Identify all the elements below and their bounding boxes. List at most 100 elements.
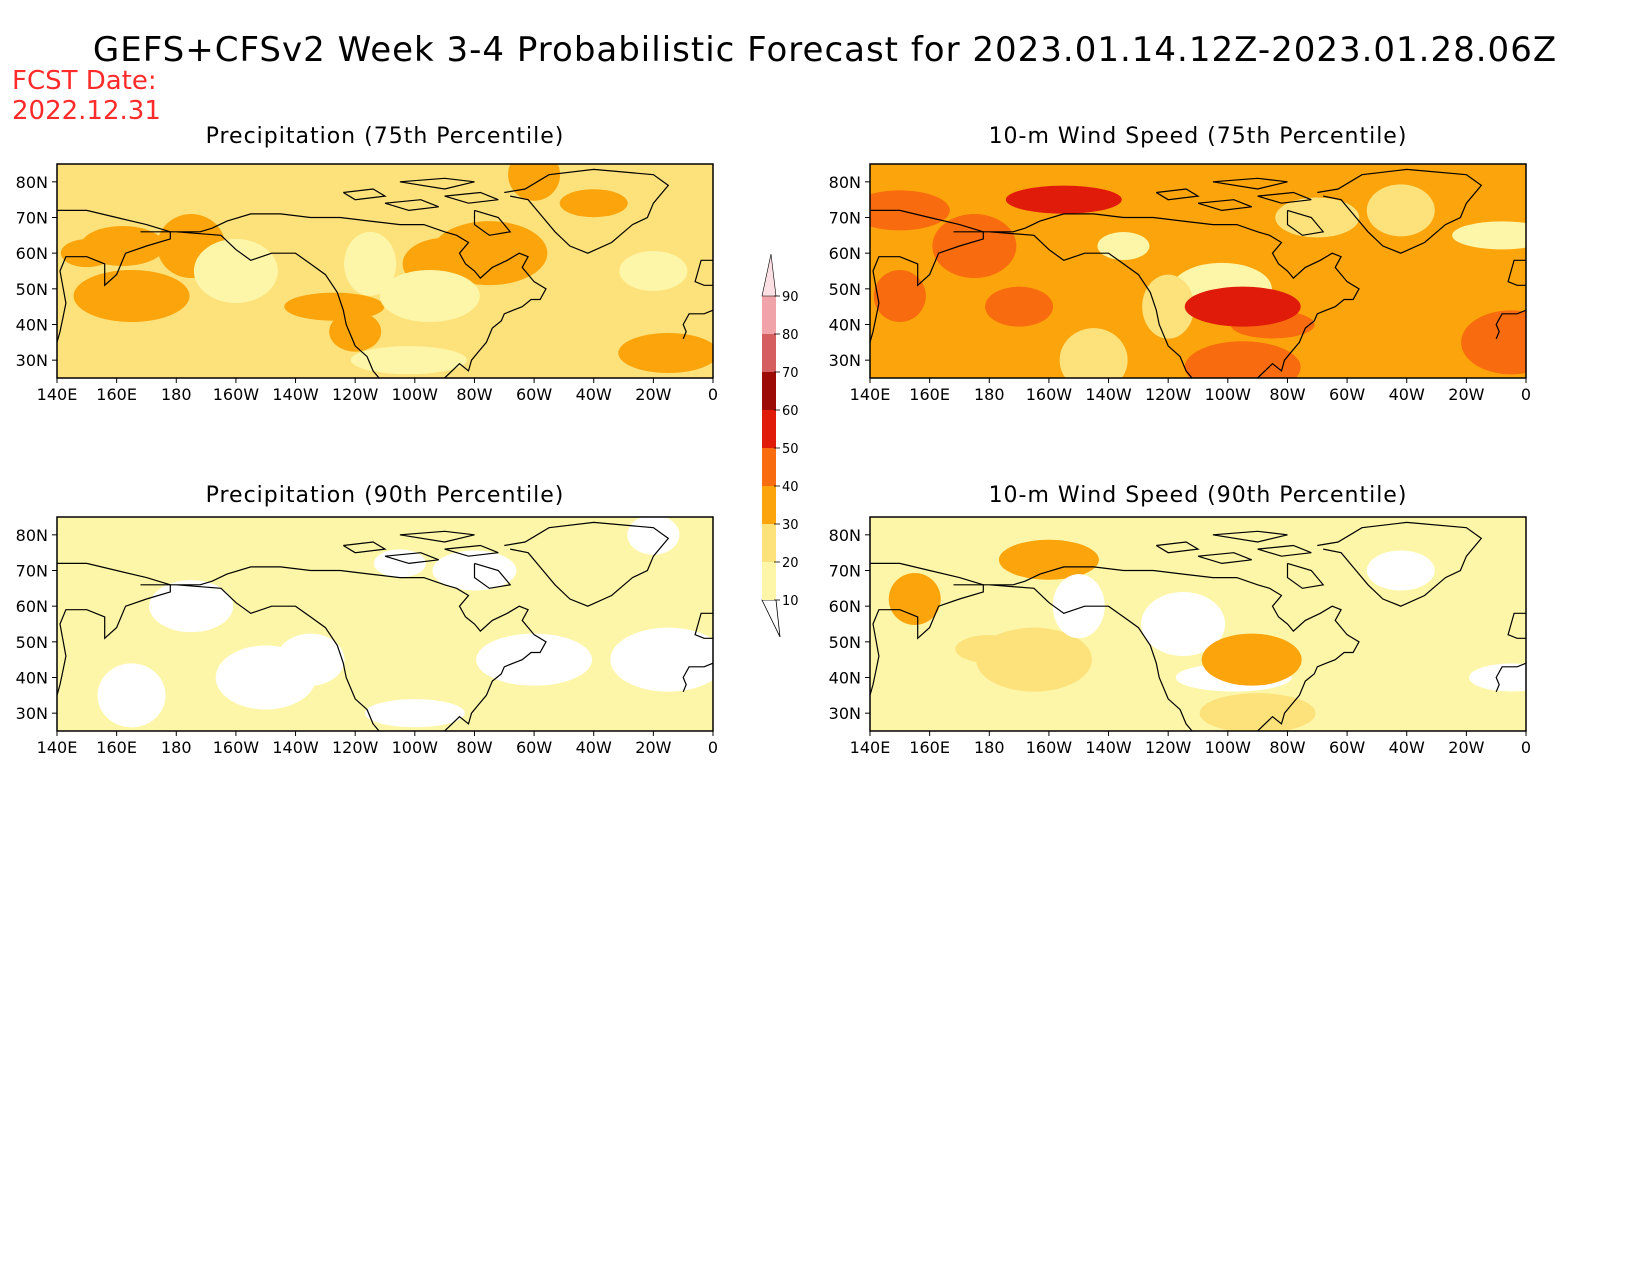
coastline — [953, 213, 1360, 378]
lon-tick-label: 20W — [1448, 385, 1484, 404]
lon-tick-label: 60W — [516, 385, 552, 404]
map-frame — [869, 163, 1527, 379]
probability-patch — [1097, 232, 1150, 261]
probability-patch — [344, 231, 397, 296]
lon-tick-label: 60W — [1329, 385, 1365, 404]
coastlines — [57, 521, 713, 731]
colorbar: 10 20 30 40 50 60 70 80 90 — [761, 253, 799, 638]
probability-patch — [618, 333, 713, 374]
coastline — [953, 566, 1360, 731]
coastline — [1286, 209, 1325, 236]
lat-tick-label: 50N — [829, 633, 861, 652]
coastline — [1495, 309, 1526, 340]
coastline — [870, 209, 984, 343]
panel-title-wind75: 10-m Wind Speed (75th Percentile) — [988, 124, 1408, 149]
lat-tick-label: 80N — [829, 526, 861, 545]
coastline — [1257, 191, 1312, 204]
lon-tick-label: 160W — [1026, 385, 1073, 404]
coastline — [694, 259, 713, 286]
lon-tick-label: 180 — [161, 738, 192, 757]
coastline — [1317, 521, 1483, 607]
colorbar-segment — [762, 372, 776, 410]
lon-tick-label: 60W — [1329, 738, 1365, 757]
coastline — [504, 168, 670, 254]
coastline — [473, 562, 512, 589]
lat-tick-label: 50N — [16, 280, 48, 299]
colorbar-label: 30 — [782, 518, 799, 533]
lon-tick-label: 100W — [1205, 385, 1252, 404]
coastline — [342, 188, 387, 201]
lat-tick-label: 80N — [16, 526, 48, 545]
lon-tick-label: 0 — [708, 738, 718, 757]
coastline — [384, 552, 439, 565]
coastlines — [57, 168, 713, 378]
probability-patch — [955, 634, 1024, 663]
lon-tick-label: 80W — [1269, 738, 1305, 757]
coastline — [57, 209, 171, 343]
fcst-date-label: FCST Date: — [12, 66, 157, 96]
lon-tick-label: 140E — [37, 385, 78, 404]
lon-tick-label: 0 — [1521, 738, 1531, 757]
probability-patch — [1199, 693, 1316, 731]
map-frame — [56, 516, 714, 732]
probability-patch — [193, 239, 278, 303]
colorbar-label: 80 — [782, 328, 799, 343]
lat-tick-label: 70N — [829, 209, 861, 228]
lon-tick-label: 20W — [1448, 738, 1484, 757]
lon-tick-label: 160W — [1026, 738, 1073, 757]
lat-tick-label: 60N — [829, 244, 861, 263]
colorbar-label: 10 — [782, 594, 799, 609]
colorbar-segment — [762, 296, 776, 334]
coastline — [140, 566, 547, 731]
lon-tick-label: 140E — [37, 738, 78, 757]
probability-patch — [870, 190, 950, 231]
probability-patch — [379, 269, 480, 322]
coastline — [1155, 188, 1200, 201]
probability-patch — [364, 699, 465, 728]
panel-title-precip90: Precipitation (90th Percentile) — [205, 483, 565, 508]
lon-tick-label: 160W — [213, 385, 260, 404]
probability-patch — [1469, 663, 1526, 692]
lon-tick-label: 60W — [516, 738, 552, 757]
probability-patch — [149, 580, 234, 633]
lat-tick-label: 40N — [16, 669, 48, 688]
probability-patch — [1184, 341, 1301, 378]
fcst-date-value: 2022.12.31 — [12, 96, 161, 126]
lon-tick-label: 140E — [850, 738, 891, 757]
lon-tick-label: 40W — [1389, 385, 1425, 404]
map-panel-wind90: 80N 70N 60N 50N 40N 30N 140E 160E 180 160W 140W 120… — [829, 516, 1531, 757]
lon-tick-label: 100W — [1205, 738, 1252, 757]
shading-layer — [97, 517, 713, 728]
lon-tick-label: 80W — [456, 738, 492, 757]
coastline — [444, 544, 499, 557]
lon-tick-label: 140W — [272, 738, 319, 757]
lon-tick-label: 160W — [213, 738, 260, 757]
shading-layer — [888, 539, 1526, 731]
coastline — [1257, 544, 1312, 557]
map-frame — [869, 516, 1527, 732]
panel-title-wind90: 10-m Wind Speed (90th Percentile) — [988, 483, 1408, 508]
probability-patch — [1366, 184, 1435, 237]
probability-patch — [215, 645, 316, 710]
lon-tick-label: 100W — [392, 738, 439, 757]
panel-title-precip75: Precipitation (75th Percentile) — [205, 124, 565, 149]
coastline — [1155, 541, 1200, 554]
probability-patch — [1142, 274, 1195, 339]
lat-tick-label: 40N — [16, 316, 48, 335]
lon-tick-label: 160E — [909, 385, 950, 404]
lon-tick-label: 120W — [332, 385, 379, 404]
lat-tick-label: 80N — [829, 173, 861, 192]
probability-patch — [373, 549, 426, 578]
probability-patch — [1275, 197, 1360, 238]
coastline — [399, 530, 475, 543]
lat-tick-label: 30N — [829, 704, 861, 723]
lat-tick-label: 50N — [16, 633, 48, 652]
coastline — [399, 177, 475, 190]
lon-tick-label: 120W — [332, 738, 379, 757]
colorbar-label: 40 — [782, 480, 799, 495]
shading-layer — [870, 184, 1526, 378]
lat-tick-label: 30N — [16, 704, 48, 723]
probability-patch — [1141, 592, 1226, 656]
probability-patch — [985, 286, 1054, 327]
probability-patch — [329, 311, 382, 352]
